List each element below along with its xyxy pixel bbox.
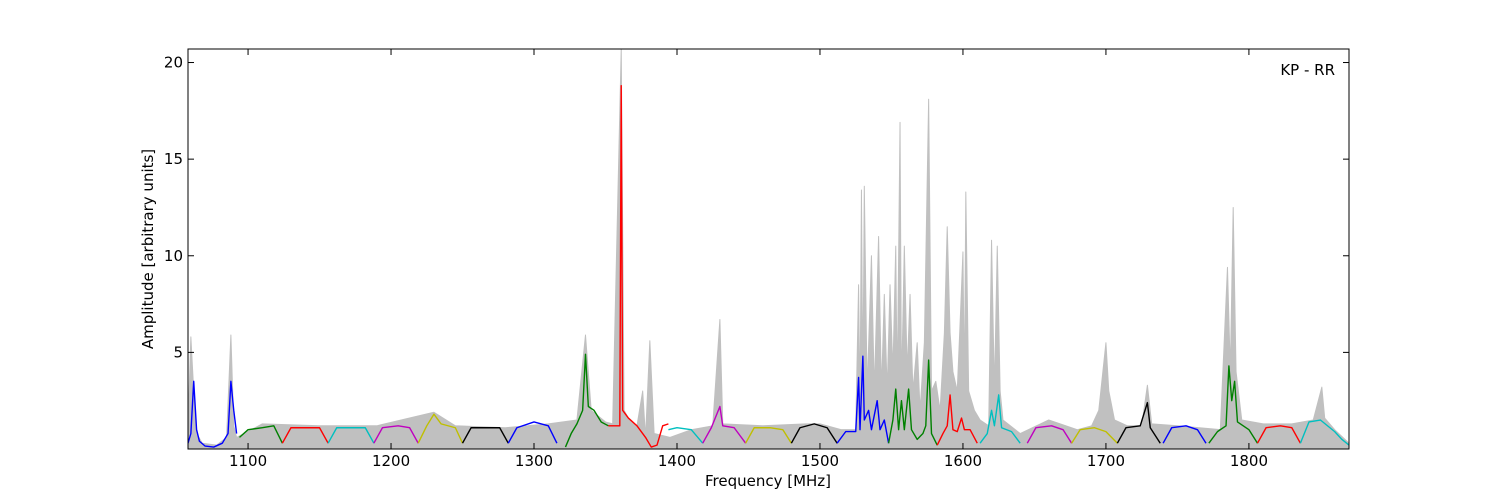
series-line-16 [887,359,938,446]
x-tick-label: 1500 [801,452,839,470]
series-line-20 [1071,427,1118,444]
x-axis-label: Frequency [MHz] [705,472,831,490]
x-tick-label: 1700 [1087,452,1125,470]
plot-frame [187,48,1350,450]
x-tick-label: 1300 [515,452,553,470]
chart-annotation: KP - RR [1280,61,1335,79]
series-line-14 [790,423,838,444]
series-line-4 [327,427,375,444]
plot-area [188,49,1349,449]
x-tick-label: 1600 [944,452,982,470]
y-tick-label: 5 [173,343,183,361]
y-tick-label: 10 [164,247,183,265]
series-line-5 [373,425,419,444]
series-line-15 [836,355,890,444]
series-line-3 [281,427,329,444]
series-line-24 [1256,425,1302,444]
series-line-2 [239,425,283,444]
series-line-8 [507,421,558,444]
x-axis-ticks: 1100 1200 1300 1400 1500 1600 1700 1800 [229,49,1268,470]
y-tick-label: 15 [164,150,183,168]
x-tick-label: 1200 [372,452,410,470]
x-tick-label: 1400 [658,452,696,470]
y-tick-label: 20 [164,54,183,72]
x-tick-label: 1800 [1230,452,1268,470]
y-axis-ticks: 5 10 15 20 [164,54,1349,361]
series-line-10 [608,85,669,448]
y-axis-label: Amplitude [arbitrary units] [139,149,157,349]
series-line-21 [1116,401,1161,444]
series-line-18 [979,394,1021,444]
x-tick-label: 1100 [229,452,267,470]
series-layer [188,85,1349,448]
series-line-25 [1299,419,1349,446]
series-line-1 [188,380,238,448]
series-line-13 [745,427,792,444]
series-line-6 [417,413,464,444]
series-line-12 [702,405,747,444]
series-line-22 [1162,425,1207,444]
series-line-23 [1208,365,1259,444]
series-line-17 [936,394,978,446]
series-line-7 [461,427,509,444]
series-line-9 [564,353,609,448]
series-line-19 [1026,425,1073,444]
series-line-11 [668,427,704,444]
